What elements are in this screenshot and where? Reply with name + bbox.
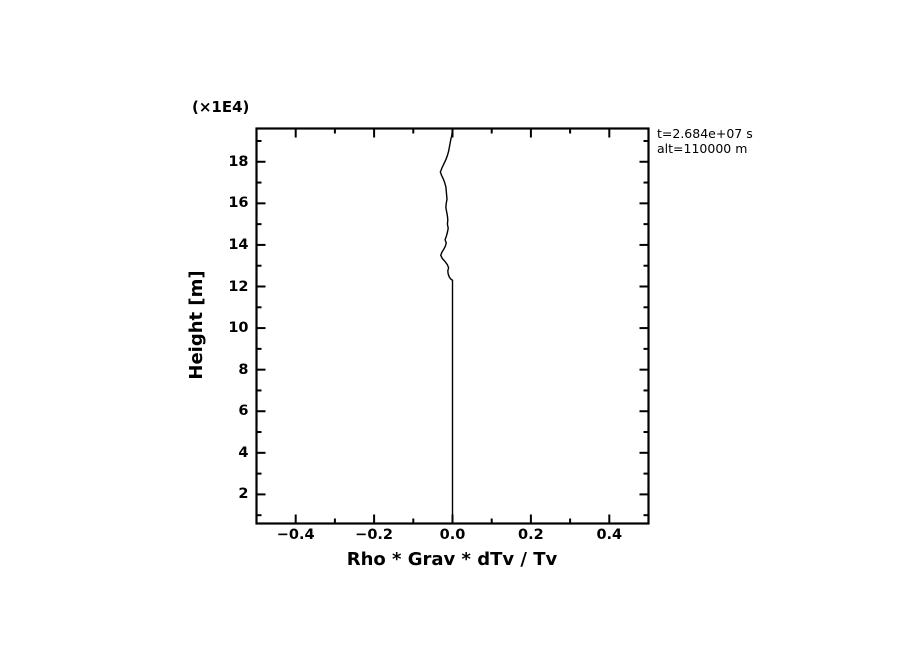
x-tick-label: 0.2 <box>518 527 544 543</box>
annotation-time: t=2.684e+07 s <box>657 126 753 141</box>
y-tick-label: 18 <box>228 153 249 170</box>
y-tick-label: 8 <box>238 361 249 378</box>
y-tick-label: 12 <box>228 278 249 295</box>
y-axis-multiplier-label: (×1E4) <box>192 98 250 116</box>
x-tick-label: 0.0 <box>439 527 466 543</box>
x-tick-label: −0.2 <box>355 527 394 543</box>
annotation-altitude: alt=110000 m <box>657 141 748 156</box>
y-tick-label: 14 <box>228 236 249 253</box>
x-tick-label: −0.4 <box>276 527 315 543</box>
annotation-block: t=2.684e+07 s alt=110000 m <box>657 126 753 156</box>
y-tick-label: 2 <box>238 486 249 503</box>
y-axis-title: Height [m] <box>186 270 207 380</box>
y-tick-label: 16 <box>228 195 249 212</box>
data-series-group <box>439 128 454 523</box>
y-tick-label: 4 <box>238 444 249 461</box>
y-tick-label: 6 <box>238 403 249 420</box>
series-line-0 <box>439 128 454 523</box>
y-tick-label: 10 <box>228 320 249 337</box>
x-axis-title: Rho * Grav * dTv / Tv <box>346 549 558 570</box>
x-tick-label: 0.4 <box>596 527 623 543</box>
axis-ticks <box>256 128 649 524</box>
